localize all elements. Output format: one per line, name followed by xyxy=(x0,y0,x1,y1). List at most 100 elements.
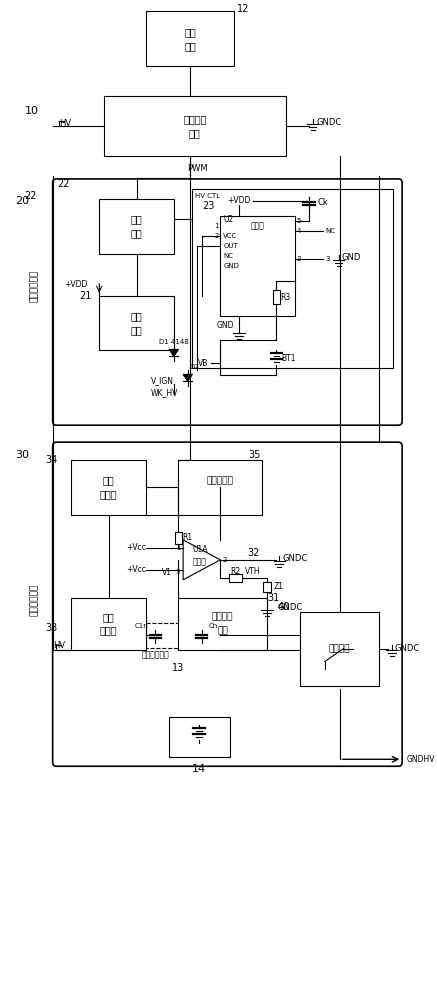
Polygon shape xyxy=(169,349,178,356)
Bar xyxy=(146,11,234,66)
Text: 2: 2 xyxy=(214,233,218,239)
Text: Z1: Z1 xyxy=(273,582,283,591)
Text: GNDC: GNDC xyxy=(282,554,308,563)
Text: GND: GND xyxy=(223,263,239,269)
Text: GND: GND xyxy=(217,321,234,330)
Text: 5: 5 xyxy=(297,218,301,224)
Text: C1n: C1n xyxy=(135,623,149,629)
Text: R3: R3 xyxy=(281,293,291,302)
Text: 31: 31 xyxy=(267,593,279,603)
Text: GNDC: GNDC xyxy=(277,603,303,612)
Text: 10: 10 xyxy=(24,106,39,116)
Text: Ck: Ck xyxy=(318,198,328,207)
Text: +Vcc: +Vcc xyxy=(126,565,146,574)
Text: 4: 4 xyxy=(297,228,301,234)
Text: 12: 12 xyxy=(237,4,250,14)
FancyBboxPatch shape xyxy=(52,179,402,425)
FancyBboxPatch shape xyxy=(146,623,220,648)
Text: 负载: 负载 xyxy=(184,41,196,51)
Text: 13: 13 xyxy=(172,663,184,673)
Text: 电路: 电路 xyxy=(217,626,228,635)
Text: GND: GND xyxy=(341,253,361,262)
Text: V_IGN: V_IGN xyxy=(150,376,173,385)
Text: OUT: OUT xyxy=(223,243,238,249)
Bar xyxy=(178,460,262,515)
Text: +VDD: +VDD xyxy=(227,196,251,205)
Text: 隔离器: 隔离器 xyxy=(100,490,118,500)
Text: Cn: Cn xyxy=(208,623,218,629)
Text: PWM: PWM xyxy=(187,164,208,173)
Text: VTH: VTH xyxy=(245,567,261,576)
Text: 微控: 微控 xyxy=(131,311,142,321)
Bar xyxy=(273,290,280,304)
Text: 稳压器: 稳压器 xyxy=(251,221,265,230)
Bar xyxy=(300,612,379,686)
Text: 3: 3 xyxy=(176,569,180,575)
Bar xyxy=(175,532,182,544)
Text: 35: 35 xyxy=(248,450,261,460)
Text: 3: 3 xyxy=(297,256,302,262)
Text: 22: 22 xyxy=(57,179,70,189)
Bar xyxy=(71,460,146,515)
Text: R2: R2 xyxy=(230,567,240,576)
Text: U1A: U1A xyxy=(192,545,208,554)
Text: V1: V1 xyxy=(162,568,172,577)
Text: HV: HV xyxy=(53,641,65,650)
Text: 高压开关: 高压开关 xyxy=(329,645,350,654)
Text: 制器: 制器 xyxy=(131,325,142,335)
Text: 14: 14 xyxy=(192,764,206,774)
Text: 转换器: 转换器 xyxy=(100,626,118,636)
Text: 直流: 直流 xyxy=(103,612,114,622)
Bar xyxy=(99,199,174,254)
Bar xyxy=(178,598,267,650)
Text: 驱动: 驱动 xyxy=(131,214,142,224)
Polygon shape xyxy=(183,374,192,381)
Text: HV CTL: HV CTL xyxy=(195,193,220,199)
Text: 32: 32 xyxy=(247,548,259,558)
Text: +Vcc: +Vcc xyxy=(126,543,146,552)
Text: 开关: 开关 xyxy=(189,128,201,138)
Text: GNDHV: GNDHV xyxy=(407,755,435,764)
Text: 第二隔离器: 第二隔离器 xyxy=(207,476,234,485)
Text: GNDC: GNDC xyxy=(317,118,342,127)
Text: 40: 40 xyxy=(278,602,290,612)
Text: HV: HV xyxy=(59,119,71,128)
Text: 30: 30 xyxy=(15,450,29,460)
Text: 第一: 第一 xyxy=(103,476,114,486)
FancyBboxPatch shape xyxy=(52,442,402,766)
Bar xyxy=(220,216,295,316)
Text: 20: 20 xyxy=(15,196,29,206)
Text: 电路: 电路 xyxy=(131,228,142,238)
Text: 34: 34 xyxy=(45,455,57,465)
Bar xyxy=(263,582,271,592)
Text: 33: 33 xyxy=(45,623,57,633)
Bar xyxy=(229,574,242,582)
Text: VB: VB xyxy=(198,359,208,368)
Text: BT1: BT1 xyxy=(281,354,296,363)
Text: 3: 3 xyxy=(326,256,330,262)
Text: 比较器: 比较器 xyxy=(193,557,207,566)
Text: D2: D2 xyxy=(190,364,199,370)
Text: 电压检测: 电压检测 xyxy=(212,612,233,621)
Text: 三相: 三相 xyxy=(184,27,196,37)
Text: +VDD: +VDD xyxy=(65,280,88,289)
Text: VCC: VCC xyxy=(223,233,237,239)
Text: 1: 1 xyxy=(214,223,218,229)
Bar xyxy=(104,96,286,156)
Bar xyxy=(192,189,393,368)
Text: 23: 23 xyxy=(202,201,214,211)
Text: 2: 2 xyxy=(222,557,227,563)
Text: 信号控制单元: 信号控制单元 xyxy=(30,269,38,302)
Text: WK_HV: WK_HV xyxy=(150,388,178,397)
Bar xyxy=(169,717,230,757)
Text: 1: 1 xyxy=(176,545,180,551)
Text: R1: R1 xyxy=(183,533,193,542)
Text: D1 4148: D1 4148 xyxy=(159,339,189,345)
Text: 22: 22 xyxy=(24,191,37,201)
Text: 电压控制单元: 电压控制单元 xyxy=(30,584,38,616)
Text: 三相变频: 三相变频 xyxy=(183,114,207,124)
Text: NC: NC xyxy=(326,228,336,234)
Text: 21: 21 xyxy=(80,291,92,301)
Text: GNDC: GNDC xyxy=(394,644,420,653)
Bar xyxy=(99,296,174,350)
